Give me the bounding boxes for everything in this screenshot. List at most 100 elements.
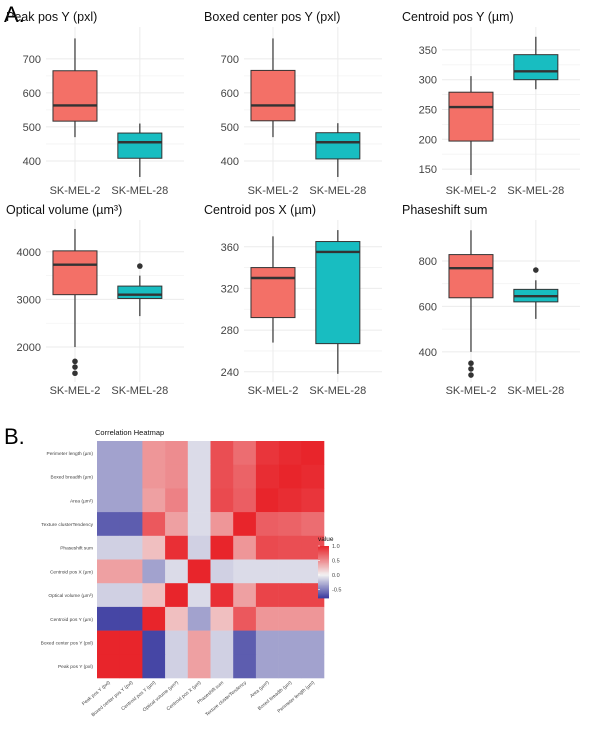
boxplot-panel: Centroid pos X (µm) 240 280 320 360 SK-MEL-2 S… xyxy=(204,203,382,397)
heatmap-cell xyxy=(97,464,120,489)
legend-swatch xyxy=(318,565,329,568)
legend-swatch xyxy=(318,575,329,578)
outlier-point xyxy=(72,370,78,377)
heatmap-cell xyxy=(255,441,279,465)
heatmap-cell xyxy=(165,535,189,560)
outlier-point xyxy=(72,358,78,365)
legend-swatch xyxy=(318,555,329,557)
heatmap-cell xyxy=(301,606,325,631)
heatmap-row-label: Centroid pos Y (µm) xyxy=(50,617,93,623)
outlier-point xyxy=(468,366,474,372)
y-tick-label: 4000 xyxy=(17,247,41,259)
heatmap-cell xyxy=(142,464,166,489)
box xyxy=(117,285,163,299)
heatmap-cell xyxy=(119,441,143,465)
heatmap-cell xyxy=(210,583,234,608)
box xyxy=(315,241,361,345)
heatmap-cell xyxy=(233,559,257,584)
heatmap-cell xyxy=(142,559,166,584)
legend-swatch xyxy=(318,578,329,581)
heatmap-cell xyxy=(210,630,234,655)
heatmap-row-label: Boxed center pos Y (pxl) xyxy=(41,640,94,646)
heatmap-cell xyxy=(210,464,234,489)
legend-swatch xyxy=(318,592,329,595)
heatmap-cell xyxy=(278,559,302,584)
heatmap-cell xyxy=(255,512,279,537)
heatmap-col-label: Boxed center pos Y (pxl) xyxy=(90,680,134,719)
heatmap-cell xyxy=(255,464,279,489)
heatmap-cell xyxy=(142,441,166,465)
heatmap-cell xyxy=(233,630,257,655)
heatmap-cell xyxy=(97,535,120,560)
heatmap-cell xyxy=(187,606,211,631)
heatmap-cell xyxy=(301,464,325,489)
heatmap-cell xyxy=(165,630,189,655)
heatmap-cell xyxy=(119,488,143,513)
panel-title: Centroid pos X (µm) xyxy=(204,203,316,217)
heatmap-cell xyxy=(233,583,257,608)
heatmap-cell xyxy=(255,488,279,513)
panel-title: Centroid pos Y (µm) xyxy=(402,10,514,24)
y-tick-label: 600 xyxy=(419,301,437,313)
y-tick-label: 600 xyxy=(221,88,239,100)
panel-label-a: A. xyxy=(4,2,25,27)
legend-swatch xyxy=(318,562,329,565)
legend-swatch xyxy=(318,587,329,590)
y-tick-label: 700 xyxy=(221,54,239,66)
panel-title: Phaseshift sum xyxy=(402,203,487,217)
legend-swatch xyxy=(318,547,329,549)
heatmap-row-label: Optical volume (µm³) xyxy=(48,593,93,599)
heatmap-cell xyxy=(165,441,189,465)
x-tick-label: SK-MEL-28 xyxy=(507,185,564,197)
legend-swatch xyxy=(318,581,329,583)
heatmap-cell xyxy=(301,630,325,655)
heatmap-cell xyxy=(233,441,257,465)
heatmap-cell xyxy=(187,559,211,584)
heatmap-cell xyxy=(233,488,257,513)
heatmap-cell xyxy=(255,630,279,655)
boxplot-panel: Peak pos Y (pxl) 400 500 600 700 SK-MEL-2 SK-M… xyxy=(6,10,184,197)
heatmap-cell xyxy=(142,512,166,537)
heatmap-cell xyxy=(233,512,257,537)
legend-swatch xyxy=(318,559,329,561)
heatmap-cell xyxy=(278,464,302,489)
legend-swatch xyxy=(318,548,329,551)
heatmap-cell xyxy=(165,606,189,631)
heatmap-cell xyxy=(233,606,257,631)
legend-swatch xyxy=(318,552,329,555)
panel-title: Optical volume (µm³) xyxy=(6,203,122,217)
legend-swatch xyxy=(318,583,329,586)
heatmap-cell xyxy=(142,630,166,655)
y-tick-label: 2000 xyxy=(17,342,41,354)
x-tick-label: SK-MEL-2 xyxy=(50,385,101,397)
heatmap-cell xyxy=(97,630,120,655)
heatmap-cell xyxy=(119,583,143,608)
heatmap-cell xyxy=(210,512,234,537)
legend-swatch xyxy=(318,582,329,585)
legend-swatch xyxy=(318,574,329,577)
heatmap-row-label: Perimeter length (µm) xyxy=(47,451,94,457)
legend-swatch xyxy=(318,549,329,552)
y-tick-label: 3000 xyxy=(17,294,41,306)
heatmap-row-label: Centroid pos X (µm) xyxy=(50,569,93,575)
heatmap-cell xyxy=(278,606,302,631)
y-tick-label: 400 xyxy=(419,347,437,359)
heatmap-cell xyxy=(119,464,143,489)
heatmap-cell xyxy=(97,559,120,584)
legend-swatch xyxy=(318,556,329,559)
heatmap-cell xyxy=(210,535,234,560)
legend-swatch xyxy=(318,577,329,579)
heatmap-cell xyxy=(119,630,143,655)
heatmap-cell xyxy=(210,559,234,584)
heatmap-row-label: Phaseshift sum xyxy=(60,546,93,552)
heatmap-cell xyxy=(255,535,279,560)
legend-swatch xyxy=(318,551,329,553)
heatmap-cell xyxy=(142,654,166,679)
heatmap-cell xyxy=(278,441,302,465)
box xyxy=(117,132,163,159)
x-tick-label: SK-MEL-2 xyxy=(248,185,299,197)
heatmap-cell xyxy=(255,654,279,679)
correlation-heatmap: Correlation Heatmap Perimeter length (µm)… xyxy=(41,428,342,718)
heatmap-cell xyxy=(301,512,325,537)
heatmap-cell xyxy=(187,441,211,465)
